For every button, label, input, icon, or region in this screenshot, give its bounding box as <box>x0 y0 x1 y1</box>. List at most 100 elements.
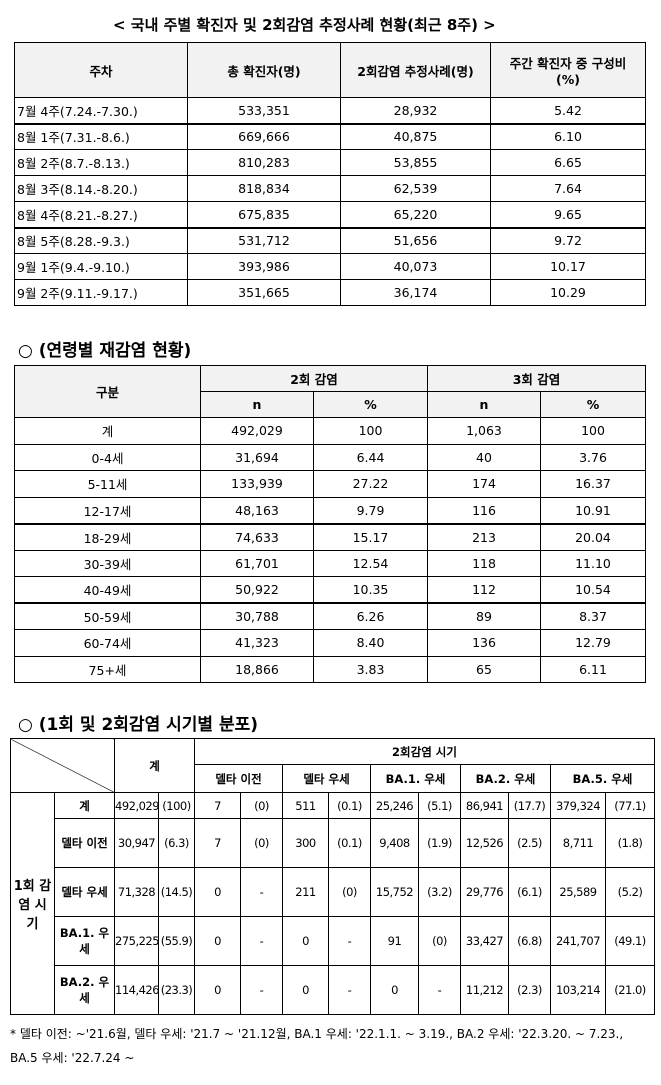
table-cell: 351,665 <box>187 279 341 306</box>
row-label: 계 <box>54 792 115 819</box>
row-label: 델타 우세 <box>54 867 115 917</box>
header-cell: 주차 <box>14 42 188 98</box>
table-cell: (2.5) <box>508 818 551 868</box>
table-cell: (1.8) <box>605 818 655 868</box>
header-cell: n <box>427 391 541 418</box>
table-cell: 71,328 <box>114 867 159 917</box>
header-cell: % <box>313 391 428 418</box>
table-cell: 18-29세 <box>14 522 201 551</box>
period-table: 계 2회감염 시기 델타 이전 델타 우세 BA.1. 우세 BA.2. 우세 BA.5. … <box>10 738 655 1015</box>
header-cell: n <box>200 391 314 418</box>
table-cell: 33,427 <box>460 916 509 966</box>
table-row: 60-74세 41,323 8.40 136 12.79 <box>14 629 646 657</box>
table-row: 계 492,029 100 1,063 100 <box>14 417 646 445</box>
table-cell: 60-74세 <box>14 629 201 657</box>
table-cell: 40-49세 <box>14 576 201 604</box>
table-cell: (55.9) <box>158 916 195 966</box>
table-cell: 9.72 <box>490 226 646 254</box>
table-cell: 50,922 <box>200 576 314 604</box>
table-cell: 275,225 <box>114 916 160 966</box>
table-cell: 20.04 <box>540 522 646 551</box>
table-cell: - <box>240 867 283 917</box>
table-cell: 6.65 <box>490 149 646 176</box>
table-cell: 11.10 <box>540 549 646 577</box>
table-cell: 8월 3주(8.14.-8.20.) <box>14 175 188 202</box>
table-row: 50-59세 30,788 6.26 89 8.37 <box>14 602 646 630</box>
table-row: 9월 1주(9.4.-9.10.) 393,986 40,073 10.17 <box>14 253 646 280</box>
table-row: 9월 2주(9.11.-9.17.) 351,665 36,174 10.29 <box>14 279 646 306</box>
table-cell: 28,932 <box>340 97 491 124</box>
table-cell: 계 <box>14 417 201 445</box>
table-cell: 15,752 <box>370 867 419 917</box>
table-cell: 118 <box>427 549 541 577</box>
table-cell: 41,323 <box>200 629 314 657</box>
table-cell: 40,073 <box>340 253 491 280</box>
table-cell: 0 <box>194 867 241 917</box>
side-label: 1회 감염 시기 <box>10 792 55 1015</box>
header-row: 델타 이전 델타 우세 BA.1. 우세 BA.2. 우세 BA.5. 우세 <box>11 764 655 793</box>
table-cell: (5.2) <box>605 867 655 917</box>
table-cell: 531,712 <box>187 226 341 254</box>
table-cell: 0 <box>370 965 419 1015</box>
table-cell: 86,941 <box>460 792 509 819</box>
table-cell: 15.17 <box>313 522 428 551</box>
table-cell: 100 <box>313 417 428 445</box>
table-cell: 10.29 <box>490 279 646 306</box>
table-cell: 114,426 <box>114 965 160 1015</box>
table-cell: 31,694 <box>200 443 314 471</box>
table-cell: 6.11 <box>540 655 646 683</box>
table-cell: 48,163 <box>200 496 314 524</box>
table-cell: 8월 5주(8.28.-9.3.) <box>14 226 188 254</box>
row-label: BA.1. 우세 <box>54 916 115 966</box>
table-row: 델타 우세 71,328 (14.5) 0-211 (0) 15,752 (3.2) 29,7… <box>11 867 655 917</box>
table-cell: 669,666 <box>187 122 341 150</box>
table-title: < 국내 주별 확진자 및 2회감염 추정사례 현황(최근 8주) > <box>113 16 496 34</box>
table-cell: 65 <box>427 655 541 683</box>
table-cell: 112 <box>427 576 541 604</box>
table-row: 8월 4주(8.21.-8.27.) 675,835 65,220 9.65 <box>14 201 646 228</box>
table-cell: 30-39세 <box>14 549 201 577</box>
table-cell: 0 <box>194 916 241 966</box>
table-cell: (6.8) <box>508 916 551 966</box>
table-cell: 30,788 <box>200 602 314 630</box>
table-cell: 65,220 <box>340 201 491 228</box>
table-cell: (17.7) <box>508 792 551 819</box>
table-cell: (23.3) <box>158 965 195 1015</box>
table-cell: - <box>240 965 283 1015</box>
row-label: 델타 이전 <box>54 818 115 868</box>
table-cell: (5.1) <box>418 792 461 819</box>
table-row: 델타 이전 30,947 (6.3) 7 (0) 300 (0.1) 9,408 (1.9) 12… <box>11 818 655 868</box>
table-cell: (3.2) <box>418 867 461 917</box>
table-cell: (6.1) <box>508 867 551 917</box>
table-cell: 27.22 <box>313 470 428 498</box>
table-row: 40-49세 50,922 10.35 112 10.54 <box>14 576 646 604</box>
table-cell: 511 <box>282 792 329 819</box>
table-row: 8월 3주(8.14.-8.20.) 818,834 62,539 7.64 <box>14 175 646 202</box>
table-cell: 103,214 <box>550 965 606 1015</box>
table-cell: (0) <box>240 792 283 819</box>
header-cell: 구분 <box>14 365 201 418</box>
table-row: 30-39세 61,701 12.54 118 11.10 <box>14 549 646 577</box>
table-cell: 174 <box>427 470 541 498</box>
table-cell: 533,351 <box>187 97 341 124</box>
table-cell: 12.79 <box>540 629 646 657</box>
header-row: 구분 2회 감염 3회 감염 <box>14 365 646 418</box>
table-cell: 12,526 <box>460 818 509 868</box>
table-cell: - <box>328 965 371 1015</box>
table-cell: 25,246 <box>370 792 419 819</box>
table-cell: 241,707 <box>550 916 606 966</box>
footnote: * 델타 이전: ~'21.6월, 델타 우세: '21.7 ~ '21.12월… <box>10 1027 624 1065</box>
table-cell: 6.44 <box>313 443 428 471</box>
table-cell: 116 <box>427 496 541 524</box>
table-row: 8월 2주(8.7.-8.13.) 810,283 53,855 6.65 <box>14 149 646 176</box>
table-cell: 11,212 <box>460 965 509 1015</box>
corner-cell <box>10 738 115 793</box>
table-cell: 0 <box>282 965 329 1015</box>
table-cell: 7 <box>194 792 241 819</box>
table-cell: 1,063 <box>427 417 541 445</box>
header-cell: 2회감염 추정사례(명) <box>340 42 491 98</box>
row-label: BA.2. 우세 <box>54 965 115 1015</box>
table-row: 0-4세 31,694 6.44 40 3.76 <box>14 443 646 471</box>
table-cell: 133,939 <box>200 470 314 498</box>
